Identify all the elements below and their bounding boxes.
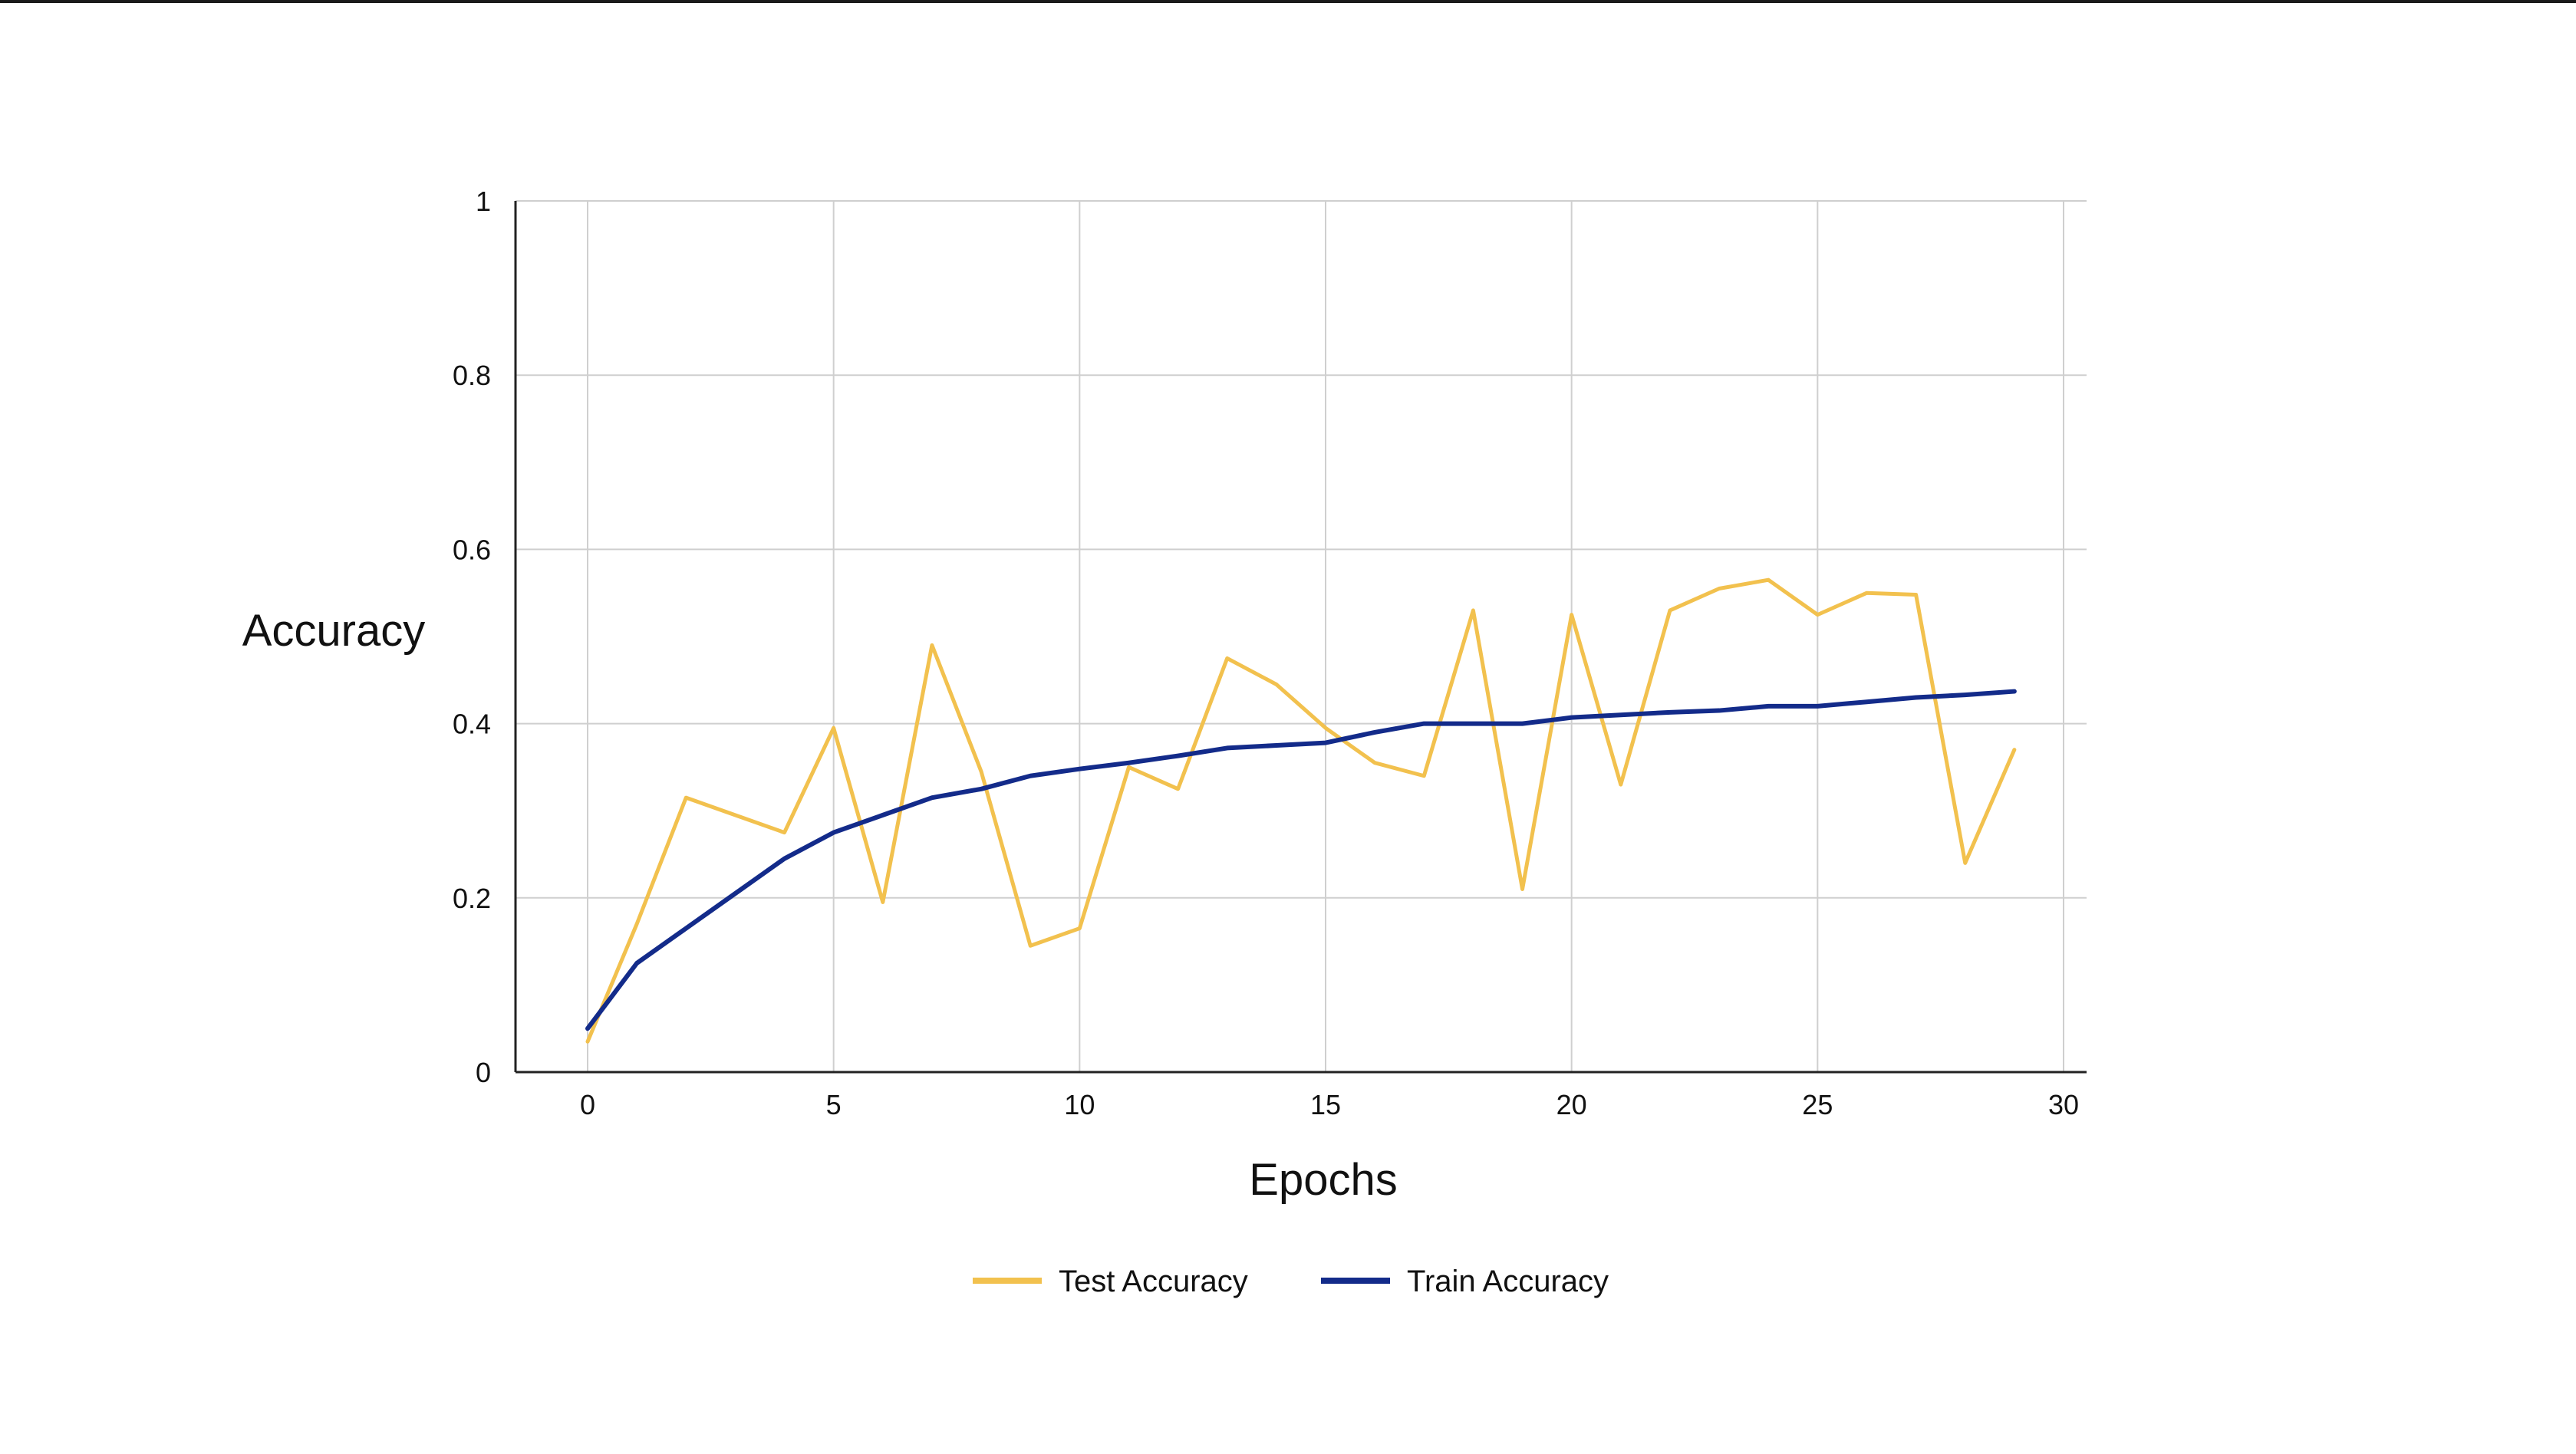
- y-tick-label: 1: [476, 186, 491, 217]
- series-lines: [585, 577, 2017, 1044]
- x-tick-label: 20: [1556, 1089, 1587, 1120]
- y-tick-label: 0.4: [453, 709, 491, 740]
- test-accuracy-series-line: [585, 577, 2017, 1044]
- x-tick-label: 5: [826, 1089, 842, 1120]
- train-accuracy-series-line: [585, 689, 2017, 1031]
- x-tick-label: 15: [1310, 1089, 1341, 1120]
- axes: [514, 201, 2087, 1074]
- x-tick-label: 30: [2048, 1089, 2079, 1120]
- y-tick-label: 0: [476, 1057, 491, 1088]
- x-tick-label: 0: [580, 1089, 595, 1120]
- top-border: [0, 0, 2576, 3]
- y-tick-label: 0.6: [453, 534, 491, 565]
- x-tick-label: 10: [1064, 1089, 1095, 1120]
- tick-labels: 00.20.40.60.810 5 10 15 20 25 30: [453, 186, 2079, 1120]
- x-tick-label: 25: [1802, 1089, 1833, 1120]
- y-axis-title: Accuracy: [242, 606, 426, 656]
- y-tick-label: 0.8: [453, 360, 491, 391]
- grid-lines: [516, 200, 2087, 1072]
- test-accuracy-legend-label: Test Accuracy: [1059, 1265, 1248, 1298]
- y-tick-label: 0.2: [453, 883, 491, 914]
- legend: Test Accuracy Train Accuracy: [973, 1265, 1609, 1298]
- x-axis-title: Epochs: [1249, 1155, 1397, 1205]
- train-accuracy-legend-label: Train Accuracy: [1407, 1265, 1609, 1298]
